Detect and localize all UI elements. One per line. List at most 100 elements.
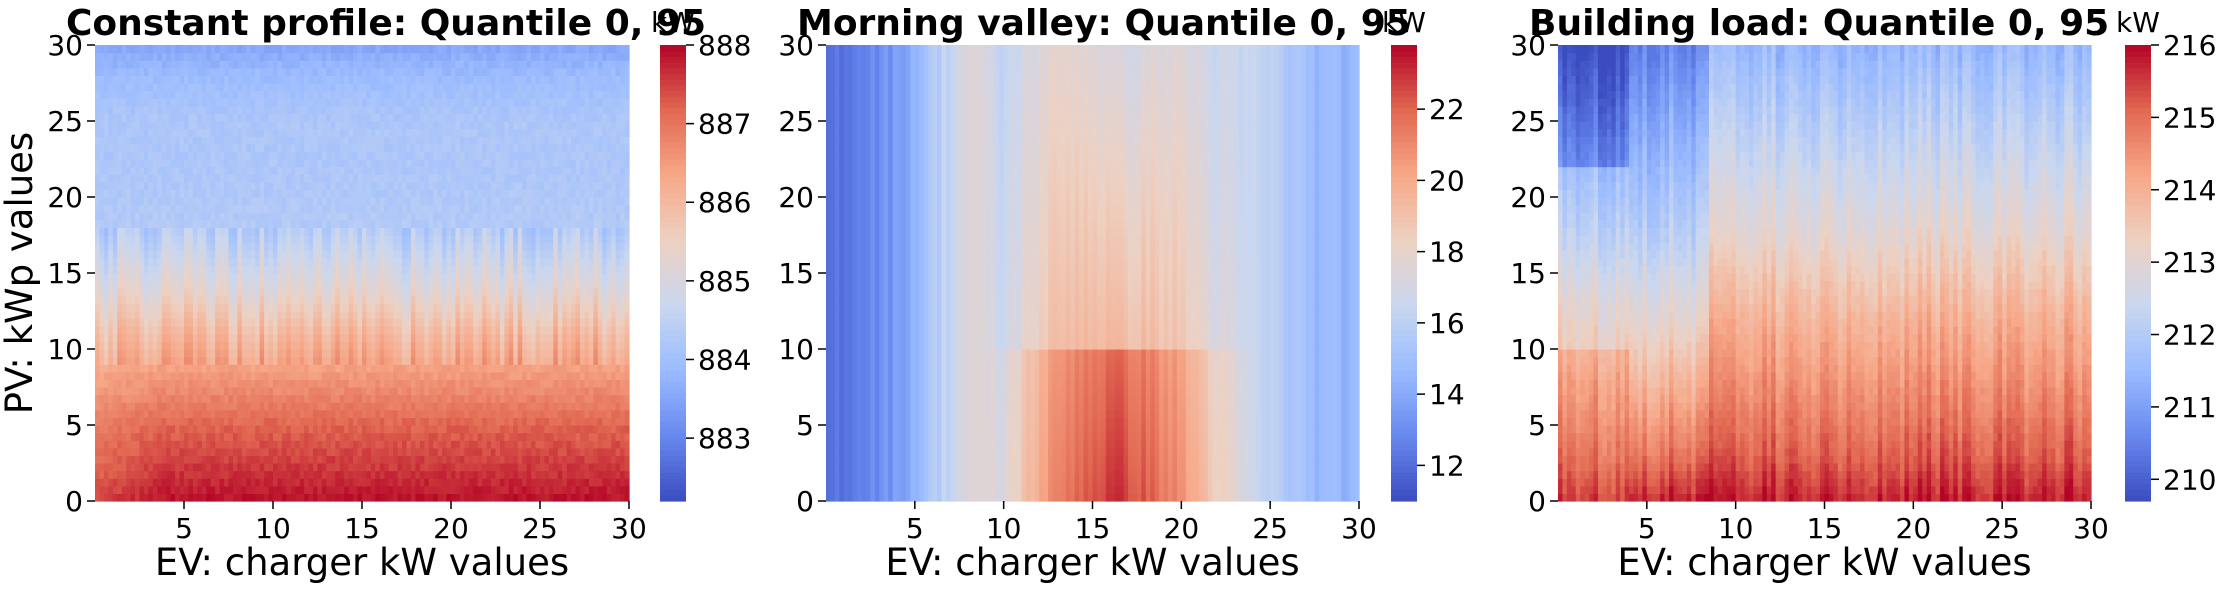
heatmap-cell: [171, 455, 176, 463]
heatmap-cell: [211, 265, 216, 273]
heatmap-cell: [304, 319, 309, 327]
heatmap-cell: [460, 174, 465, 182]
heatmap-cell: [340, 471, 345, 479]
heatmap-cell: [211, 448, 216, 456]
heatmap-cell: [433, 387, 438, 395]
heatmap-cell: [331, 113, 336, 121]
heatmap-cell: [113, 106, 118, 114]
heatmap-cell: [353, 98, 358, 106]
heatmap-cell: [184, 334, 189, 342]
heatmap-cell: [104, 91, 109, 99]
heatmap-cell: [460, 83, 465, 91]
heatmap-cell: [273, 387, 278, 395]
heatmap-cell: [300, 91, 305, 99]
heatmap-cell: [99, 151, 104, 159]
heatmap-cell: [313, 129, 318, 137]
heatmap-cell: [335, 129, 340, 137]
heatmap-cell: [148, 205, 153, 213]
heatmap-cell: [113, 227, 118, 235]
heatmap-cell: [340, 75, 345, 83]
heatmap-cell: [260, 136, 265, 144]
heatmap-cell: [95, 387, 100, 395]
heatmap-cell: [215, 167, 220, 175]
heatmap-cell: [438, 357, 443, 365]
heatmap-cell: [126, 334, 131, 342]
heatmap-cell: [415, 288, 420, 296]
heatmap-cell: [220, 167, 225, 175]
heatmap-cell: [318, 250, 323, 258]
heatmap-cell: [233, 265, 238, 273]
heatmap-cell: [420, 349, 425, 357]
heatmap-cell: [349, 417, 354, 425]
heatmap-cell: [424, 478, 429, 486]
heatmap-cell: [140, 341, 145, 349]
heatmap-cell: [242, 227, 247, 235]
heatmap-cell: [309, 311, 314, 319]
heatmap-cell: [122, 326, 127, 334]
heatmap-cell: [140, 144, 145, 152]
heatmap-cell: [242, 167, 247, 175]
heatmap-cell: [229, 395, 234, 403]
heatmap-cell: [211, 341, 216, 349]
heatmap-cell: [407, 455, 412, 463]
heatmap-cell: [211, 486, 216, 494]
heatmap-cell: [393, 265, 398, 273]
heatmap-cell: [300, 410, 305, 418]
heatmap-cell: [358, 113, 363, 121]
heatmap-cell: [224, 334, 229, 342]
heatmap-cell: [353, 121, 358, 129]
heatmap-cell: [148, 440, 153, 448]
heatmap-cell: [362, 417, 367, 425]
heatmap-cell: [99, 235, 104, 243]
heatmap-cell: [353, 91, 358, 99]
heatmap-cell: [451, 364, 456, 372]
heatmap-cell: [309, 402, 314, 410]
heatmap-cell: [438, 364, 443, 372]
heatmap-cell: [331, 486, 336, 494]
heatmap-cell: [153, 463, 158, 471]
heatmap-cell: [344, 395, 349, 403]
heatmap-cell: [104, 250, 109, 258]
heatmap-cell: [286, 159, 291, 167]
heatmap-cell: [375, 98, 380, 106]
heatmap-cell: [126, 387, 131, 395]
heatmap-cell: [255, 357, 260, 365]
heatmap-cell: [415, 68, 420, 76]
heatmap-cell: [237, 106, 242, 114]
heatmap-cell: [135, 402, 140, 410]
heatmap-cell: [95, 174, 100, 182]
heatmap-cell: [309, 341, 314, 349]
heatmap-cell: [424, 235, 429, 243]
heatmap-cell: [451, 281, 456, 289]
heatmap-cell: [358, 258, 363, 266]
heatmap-cell: [447, 60, 452, 68]
heatmap-cell: [309, 235, 314, 243]
heatmap-cell: [246, 53, 251, 61]
heatmap-cell: [251, 91, 256, 99]
heatmap-cell: [206, 121, 211, 129]
heatmap-cell: [429, 455, 434, 463]
heatmap-cell: [429, 167, 434, 175]
heatmap-cell: [144, 189, 149, 197]
heatmap-cell: [202, 136, 207, 144]
heatmap-cell: [322, 235, 327, 243]
heatmap-cell: [255, 159, 260, 167]
heatmap-cell: [242, 243, 247, 251]
heatmap-cell: [304, 53, 309, 61]
heatmap-cell: [237, 220, 242, 228]
heatmap-cell: [313, 410, 318, 418]
heatmap-cell: [166, 486, 171, 494]
heatmap-cell: [148, 243, 153, 251]
heatmap-cell: [460, 296, 465, 304]
heatmap-cell: [175, 448, 180, 456]
heatmap-cell: [260, 296, 265, 304]
heatmap-cell: [420, 341, 425, 349]
heatmap-cell: [157, 273, 162, 281]
heatmap-cell: [424, 265, 429, 273]
heatmap-cell: [148, 493, 153, 501]
heatmap-cell: [166, 83, 171, 91]
heatmap-cell: [384, 440, 389, 448]
heatmap-cell: [246, 471, 251, 479]
heatmap-cell: [322, 372, 327, 380]
heatmap-cell: [206, 433, 211, 441]
